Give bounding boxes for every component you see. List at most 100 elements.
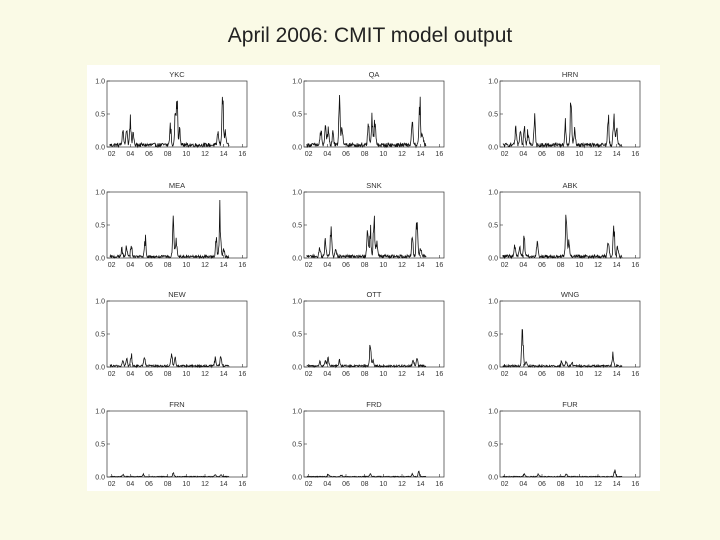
y-tick-label: 0.0: [95, 256, 105, 263]
x-tick-label: 12: [594, 151, 602, 158]
y-tick-label: 1.0: [292, 79, 302, 86]
y-tick-label: 1.0: [292, 409, 302, 416]
panel-title: QA: [369, 70, 380, 79]
y-tick-label: 0.0: [488, 365, 498, 372]
x-tick-label: 10: [182, 481, 190, 488]
x-tick-label: 08: [164, 151, 172, 158]
y-tick-label: 0.5: [95, 442, 105, 449]
y-tick-label: 0.5: [488, 442, 498, 449]
series-line: [502, 329, 623, 369]
x-tick-label: 06: [145, 151, 153, 158]
y-tick-label: 1.0: [95, 190, 105, 197]
x-tick-label: 02: [501, 371, 509, 378]
x-tick-label: 02: [305, 262, 313, 269]
x-tick-label: 12: [201, 262, 209, 269]
y-tick-label: 0.0: [292, 365, 302, 372]
x-tick-label: 12: [398, 481, 406, 488]
x-tick-label: 10: [575, 151, 583, 158]
panel-frame: [106, 300, 248, 368]
y-tick-label: 0.5: [95, 332, 105, 339]
y-tick-label: 1.0: [488, 79, 498, 86]
x-tick-label: 02: [501, 481, 509, 488]
series-line: [502, 214, 623, 260]
panel-frame: [106, 410, 248, 478]
x-tick-label: 04: [323, 151, 331, 158]
series-line: [109, 472, 230, 478]
x-tick-label: 04: [126, 371, 134, 378]
y-tick-label: 0.5: [488, 112, 498, 119]
y-tick-label: 0.5: [95, 112, 105, 119]
x-tick-label: 14: [613, 262, 621, 269]
x-tick-label: 12: [201, 481, 209, 488]
x-tick-label: 06: [342, 371, 350, 378]
series-line: [306, 215, 427, 260]
x-tick-label: 16: [631, 262, 639, 269]
x-tick-label: 06: [538, 371, 546, 378]
x-tick-label: 14: [613, 151, 621, 158]
y-tick-label: 1.0: [488, 299, 498, 306]
y-tick-label: 0.5: [292, 223, 302, 230]
x-tick-label: 06: [342, 262, 350, 269]
x-tick-label: 08: [557, 481, 565, 488]
x-tick-label: 10: [182, 262, 190, 269]
y-tick-label: 0.5: [292, 442, 302, 449]
x-tick-label: 10: [575, 262, 583, 269]
y-tick-label: 1.0: [95, 409, 105, 416]
x-tick-label: 02: [108, 262, 116, 269]
x-tick-label: 10: [182, 151, 190, 158]
panel-title: YKC: [169, 70, 185, 79]
y-tick-label: 1.0: [488, 190, 498, 197]
x-tick-label: 04: [519, 481, 527, 488]
y-tick-label: 1.0: [292, 190, 302, 197]
x-tick-label: 10: [575, 371, 583, 378]
x-tick-label: 06: [538, 262, 546, 269]
x-tick-label: 12: [398, 371, 406, 378]
y-tick-label: 0.0: [488, 256, 498, 263]
x-tick-label: 06: [145, 371, 153, 378]
x-tick-label: 14: [220, 371, 228, 378]
series-line: [306, 95, 427, 149]
x-tick-label: 16: [435, 371, 443, 378]
x-tick-label: 06: [538, 151, 546, 158]
x-tick-label: 14: [417, 151, 425, 158]
series-line: [306, 344, 427, 369]
x-tick-label: 04: [323, 262, 331, 269]
x-tick-label: 12: [398, 262, 406, 269]
x-tick-label: 16: [238, 371, 246, 378]
x-tick-label: 08: [164, 262, 172, 269]
x-tick-label: 16: [435, 481, 443, 488]
x-tick-label: 16: [238, 481, 246, 488]
x-tick-label: 04: [519, 371, 527, 378]
x-tick-label: 04: [519, 262, 527, 269]
panel-title: FRD: [366, 400, 382, 409]
series-line: [109, 353, 230, 369]
panel-title: ABK: [562, 181, 577, 190]
y-tick-label: 0.0: [95, 145, 105, 152]
chart-figure: YKC 0.0 0.5 1.0 02 04 06 08 10 12 14 16 QA 0.0 0.5 1.0 0…: [87, 65, 660, 491]
series-line: [109, 96, 230, 149]
x-tick-label: 16: [435, 262, 443, 269]
x-tick-label: 08: [361, 481, 369, 488]
x-tick-label: 10: [182, 371, 190, 378]
x-tick-label: 14: [220, 262, 228, 269]
y-tick-label: 1.0: [488, 409, 498, 416]
panel-title: FUR: [562, 400, 578, 409]
x-tick-label: 04: [323, 481, 331, 488]
panel-title: NEW: [168, 290, 186, 299]
x-tick-label: 10: [379, 371, 387, 378]
x-tick-label: 08: [557, 371, 565, 378]
x-tick-label: 02: [108, 371, 116, 378]
series-line: [109, 199, 230, 260]
y-tick-label: 0.0: [292, 145, 302, 152]
x-tick-label: 08: [361, 151, 369, 158]
y-tick-label: 0.0: [292, 256, 302, 263]
series-line: [502, 469, 623, 478]
panel-frame: [303, 410, 445, 478]
x-tick-label: 08: [164, 371, 172, 378]
x-tick-label: 12: [398, 151, 406, 158]
panel-title: SNK: [366, 181, 381, 190]
panel-title: FRN: [169, 400, 184, 409]
y-tick-label: 0.5: [488, 223, 498, 230]
x-tick-label: 02: [305, 371, 313, 378]
y-tick-label: 0.0: [488, 145, 498, 152]
